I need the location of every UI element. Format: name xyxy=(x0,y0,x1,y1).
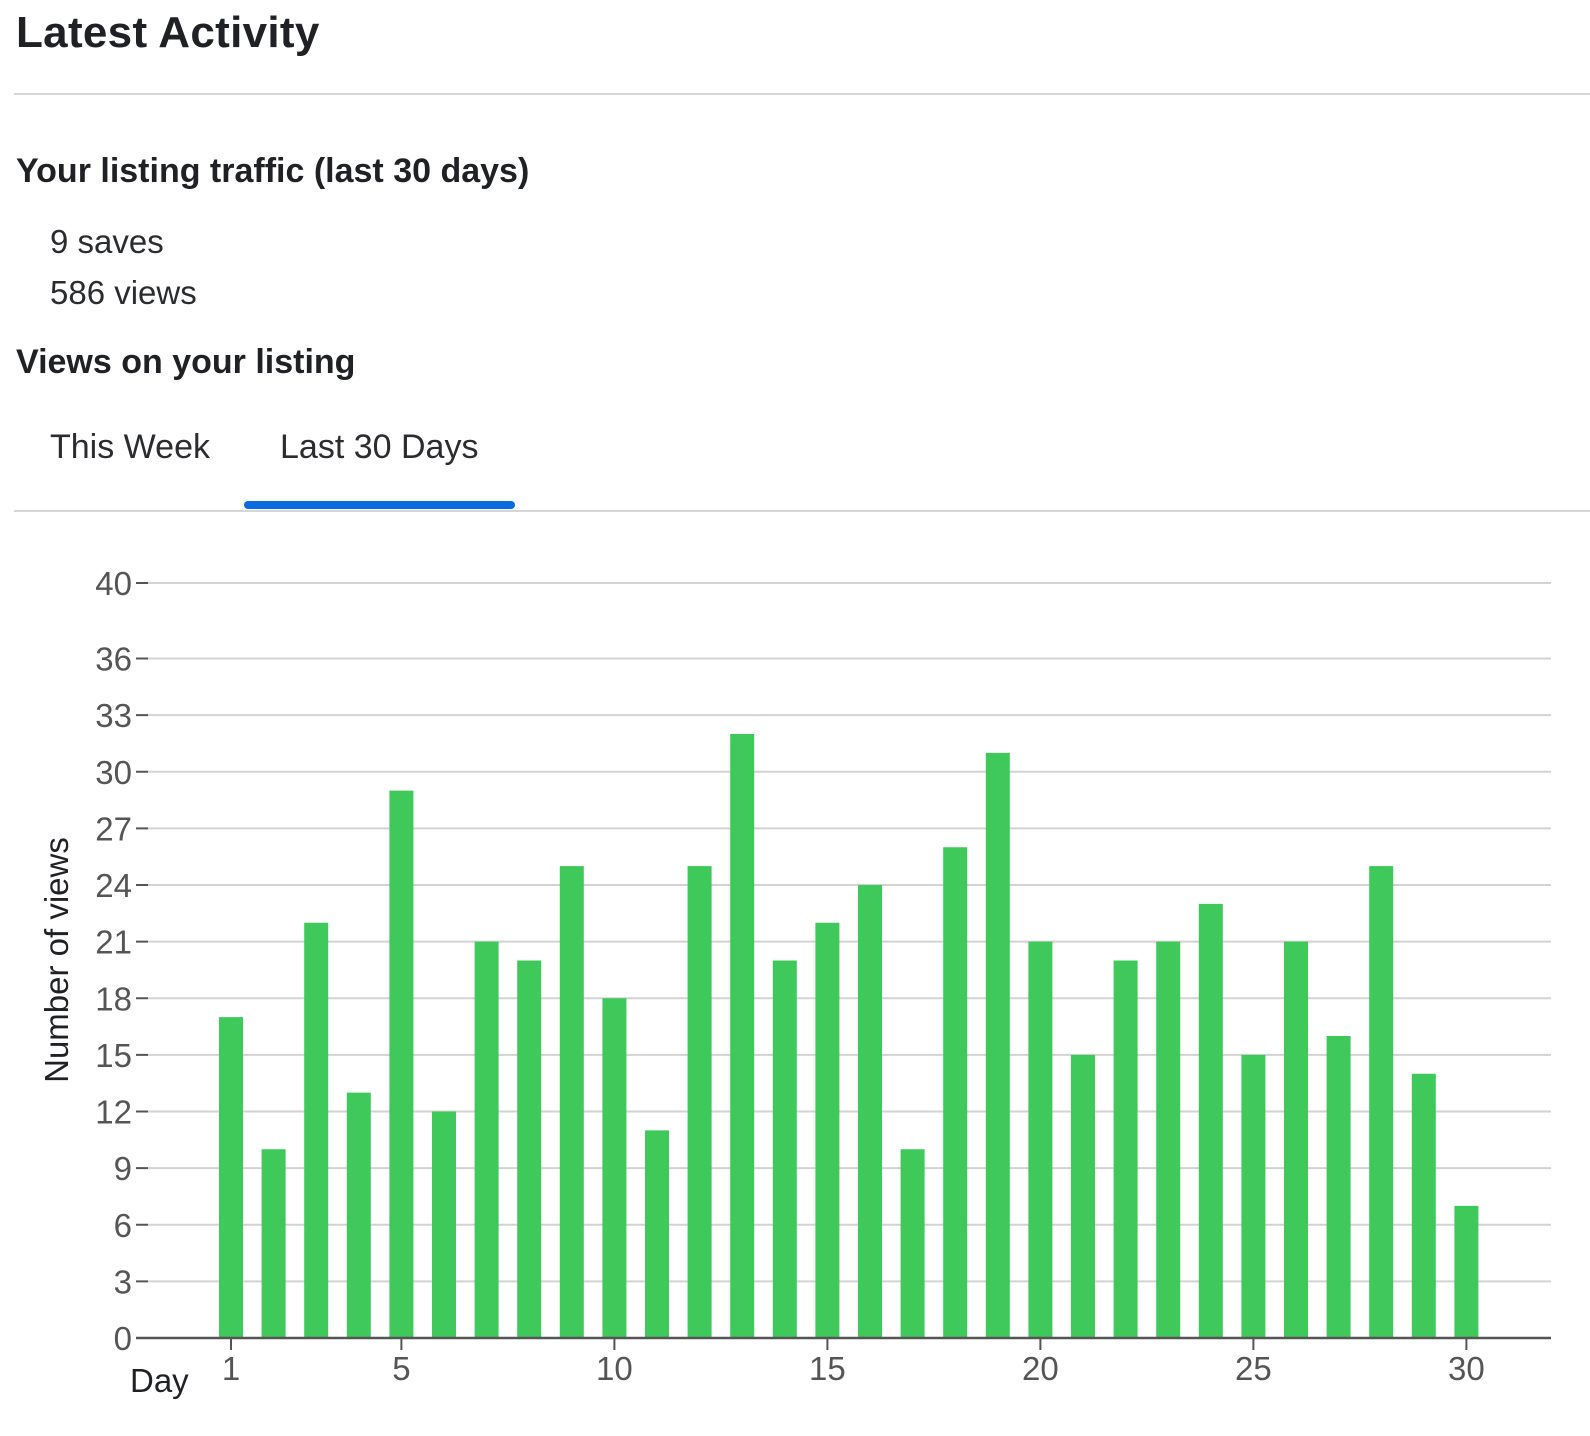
y-tick-label: 9 xyxy=(114,1150,132,1187)
bar-day-17 xyxy=(900,1149,925,1338)
y-tick-label: 21 xyxy=(95,924,132,961)
y-tick-label: 3 xyxy=(114,1263,132,1300)
header-divider xyxy=(14,93,1590,95)
y-tick-label: 15 xyxy=(95,1037,132,1074)
bar-day-3 xyxy=(304,922,329,1338)
x-tick-label: 20 xyxy=(1022,1350,1059,1387)
saves-count: 9 saves xyxy=(50,223,164,260)
bar-day-2 xyxy=(261,1149,286,1338)
x-tick-label: 15 xyxy=(809,1350,846,1387)
tabs-divider xyxy=(14,510,1590,512)
x-tick-label: 5 xyxy=(392,1350,410,1387)
bar-day-15 xyxy=(815,922,840,1338)
bar-day-11 xyxy=(645,1130,669,1338)
x-tick-label: 1 xyxy=(222,1350,240,1387)
bar-day-1 xyxy=(219,1017,243,1338)
bar-day-28 xyxy=(1369,866,1394,1338)
traffic-heading: Your listing traffic (last 30 days) xyxy=(16,152,530,190)
bar-day-10 xyxy=(602,998,627,1338)
y-tick-label: 30 xyxy=(95,754,132,791)
x-axis-label: Day xyxy=(130,1362,189,1399)
y-tick-label: 27 xyxy=(95,810,132,847)
x-tick-label: 10 xyxy=(596,1350,633,1387)
bar-day-13 xyxy=(730,734,755,1338)
views-count: 586 views xyxy=(50,274,197,311)
bar-day-30 xyxy=(1454,1205,1479,1338)
x-tick-label: 25 xyxy=(1235,1350,1272,1387)
bar-day-5 xyxy=(389,790,414,1338)
y-tick-label: 24 xyxy=(95,867,132,904)
bar-day-21 xyxy=(1071,1054,1095,1338)
bar-day-14 xyxy=(772,960,797,1338)
bar-day-26 xyxy=(1284,941,1308,1338)
bar-day-16 xyxy=(858,885,882,1338)
y-tick-label: 0 xyxy=(114,1320,132,1357)
bar-day-22 xyxy=(1113,960,1138,1338)
bar-day-27 xyxy=(1326,1036,1351,1338)
bar-day-9 xyxy=(559,866,584,1338)
y-tick-label: 40 xyxy=(95,565,132,602)
y-tick-label: 33 xyxy=(95,697,132,734)
page-title: Latest Activity xyxy=(16,8,320,57)
bar-day-23 xyxy=(1156,941,1181,1338)
bar-day-8 xyxy=(517,960,542,1338)
bar-day-19 xyxy=(985,752,1010,1338)
y-axis-label: Number of views xyxy=(38,837,75,1083)
bar-day-20 xyxy=(1028,941,1053,1338)
bar-day-4 xyxy=(346,1092,371,1338)
tab-this-week[interactable]: This Week xyxy=(50,428,210,466)
y-tick-label: 36 xyxy=(95,641,132,678)
y-tick-label: 6 xyxy=(114,1207,132,1244)
active-tab-indicator xyxy=(244,501,515,509)
x-tick-label: 30 xyxy=(1448,1350,1485,1387)
bar-day-18 xyxy=(943,847,968,1338)
tab-last-30-days[interactable]: Last 30 Days xyxy=(280,428,479,466)
bar-day-25 xyxy=(1241,1054,1266,1338)
y-tick-label: 12 xyxy=(95,1094,132,1131)
bar-day-6 xyxy=(432,1111,456,1338)
bar-day-29 xyxy=(1411,1073,1436,1338)
views-heading: Views on your listing xyxy=(16,343,356,381)
bar-day-7 xyxy=(474,941,499,1338)
y-tick-label: 18 xyxy=(95,980,132,1017)
bar-day-24 xyxy=(1198,903,1223,1338)
bar-day-12 xyxy=(687,866,712,1338)
